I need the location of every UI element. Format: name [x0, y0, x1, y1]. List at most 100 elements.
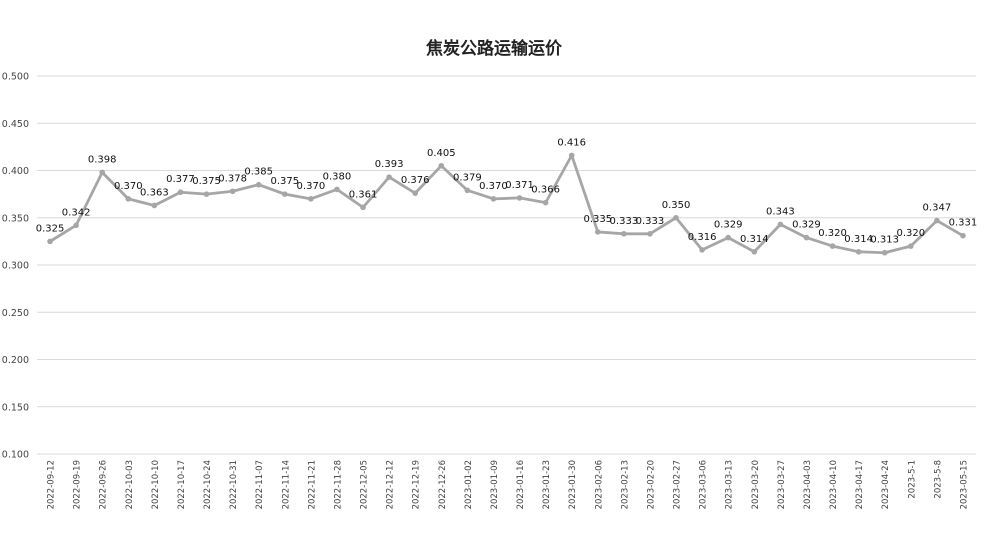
- x-tick-label: 2022-11-21: [307, 460, 317, 509]
- x-tick-label: 2023-03-27: [777, 460, 787, 509]
- data-label: 0.314: [740, 234, 769, 245]
- data-label: 0.331: [949, 218, 978, 229]
- x-tick-label: 2022-12-19: [412, 460, 422, 509]
- x-tick-label: 2023-5-1: [907, 460, 917, 499]
- data-label: 0.405: [427, 148, 456, 159]
- y-tick-label: 0.400: [2, 166, 29, 177]
- data-label: 0.361: [349, 189, 378, 200]
- data-point: [99, 169, 106, 176]
- data-point: [308, 196, 314, 202]
- data-point: [386, 174, 392, 180]
- x-tick-label: 2023-03-20: [751, 460, 761, 509]
- data-point: [934, 217, 940, 224]
- y-tick-label: 0.450: [2, 119, 29, 130]
- data-point: [438, 162, 445, 169]
- data-label: 0.393: [375, 159, 404, 170]
- data-point: [47, 238, 53, 245]
- data-label: 0.316: [688, 232, 717, 243]
- y-tick-label: 0.350: [2, 213, 29, 224]
- data-label: 0.378: [218, 173, 247, 184]
- x-tick-label: 2022-09-26: [99, 460, 109, 509]
- data-point: [125, 196, 132, 202]
- x-tick-label: 2022-10-31: [229, 460, 239, 509]
- x-tick-label: 2023-01-02: [464, 460, 474, 509]
- x-tick-label: 2022-10-10: [151, 460, 161, 509]
- data-label: 0.376: [401, 175, 430, 186]
- data-label: 0.385: [244, 167, 273, 178]
- data-label: 0.329: [714, 220, 743, 231]
- data-point: [203, 191, 210, 197]
- x-tick-label: 2022-10-24: [203, 460, 213, 509]
- chart-title: 焦炭公路运输运价: [426, 39, 562, 59]
- x-tick-label: 2023-5-8: [933, 460, 943, 499]
- data-label: 0.398: [88, 154, 117, 165]
- data-point: [490, 196, 497, 202]
- data-label: 0.325: [36, 223, 65, 234]
- data-label: 0.314: [844, 234, 873, 245]
- data-point: [412, 190, 419, 196]
- data-point: [907, 243, 914, 249]
- x-tick-label: 2022-09-19: [73, 460, 83, 509]
- x-tick-label: 2022-11-14: [281, 460, 291, 509]
- data-label: 0.347: [923, 203, 952, 214]
- data-point: [621, 231, 627, 237]
- data-label: 0.380: [323, 171, 352, 182]
- y-tick-label: 0.300: [2, 261, 29, 272]
- x-tick-label: 2022-12-05: [360, 460, 370, 509]
- data-point: [542, 199, 549, 206]
- x-tick-label: 2022-12-12: [386, 460, 396, 509]
- x-tick-label: 2023-01-09: [490, 460, 500, 509]
- data-point: [568, 152, 575, 159]
- data-point: [177, 189, 184, 196]
- data-point: [803, 234, 810, 241]
- x-tick-label: 2022-11-07: [255, 460, 265, 509]
- x-tick-label: 2023-04-17: [855, 460, 865, 509]
- x-tick-label: 2023-04-10: [829, 460, 839, 509]
- data-point: [881, 249, 888, 256]
- data-label: 0.320: [896, 228, 925, 239]
- data-point: [594, 229, 601, 235]
- data-label: 0.333: [610, 216, 639, 227]
- y-tick-label: 0.150: [2, 402, 29, 413]
- data-point: [777, 221, 784, 228]
- data-label: 0.375: [270, 176, 299, 187]
- data-point: [334, 186, 340, 193]
- data-point: [360, 204, 366, 211]
- data-label: 0.363: [140, 187, 169, 198]
- x-tick-label: 2023-04-03: [803, 460, 813, 509]
- data-label: 0.375: [192, 176, 221, 187]
- data-label: 0.333: [636, 216, 665, 227]
- x-tick-label: 2023-02-13: [620, 460, 630, 509]
- y-tick-label: 0.250: [2, 308, 29, 319]
- series-line: [48, 153, 965, 255]
- data-point: [281, 191, 288, 197]
- x-tick-label: 2023-03-06: [699, 460, 709, 509]
- data-point: [751, 248, 758, 255]
- data-label: 0.342: [62, 207, 91, 218]
- x-tick-label: 2022-09-12: [47, 460, 57, 509]
- data-point: [516, 195, 523, 201]
- x-tick-label: 2023-05-15: [959, 460, 969, 509]
- x-tick-label: 2023-01-30: [568, 460, 578, 509]
- data-label: 0.379: [453, 172, 482, 183]
- data-point: [725, 234, 732, 241]
- data-label: 0.335: [583, 214, 612, 225]
- data-label: 0.416: [557, 137, 586, 148]
- x-tick-label: 2023-02-20: [646, 460, 656, 509]
- data-label: 0.377: [166, 174, 195, 185]
- data-point: [229, 188, 236, 195]
- data-point: [673, 214, 679, 221]
- data-label: 0.371: [505, 180, 534, 191]
- data-point: [699, 247, 705, 253]
- data-label: 0.313: [870, 235, 899, 246]
- y-tick-label: 0.100: [2, 450, 29, 461]
- x-tick-label: 2023-01-23: [542, 460, 552, 509]
- data-point: [647, 231, 653, 237]
- data-point: [829, 243, 836, 249]
- data-label: 0.343: [766, 206, 795, 217]
- data-point: [73, 222, 79, 229]
- x-tick-label: 2023-02-06: [594, 460, 604, 509]
- x-tick-label: 2022-10-17: [177, 460, 187, 509]
- x-tick-label: 2022-10-03: [125, 460, 135, 509]
- data-label: 0.366: [531, 185, 560, 196]
